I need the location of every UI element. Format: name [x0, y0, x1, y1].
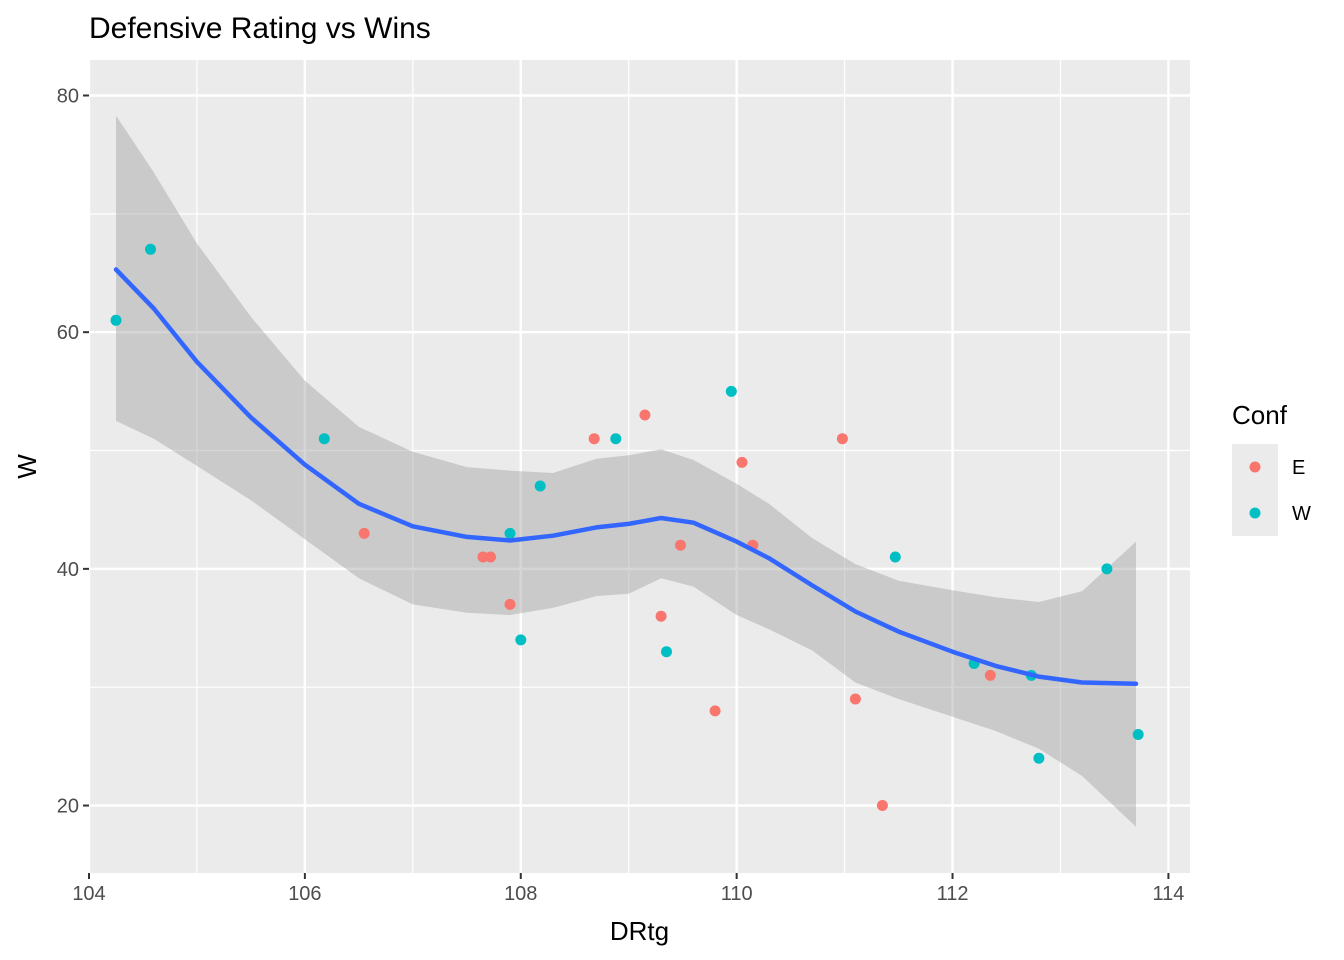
point-E [639, 409, 651, 421]
point-W [1132, 729, 1144, 740]
legend: Conf E W [1232, 400, 1311, 536]
smooth-layer [116, 115, 1136, 827]
legend-swatch-W [1249, 507, 1261, 519]
x-tick-label: 112 [937, 883, 969, 905]
legend-label-E: E [1292, 457, 1305, 479]
points-layer [110, 243, 1144, 811]
point-W [318, 433, 330, 445]
point-E [876, 800, 888, 811]
y-axis-title: W [12, 454, 42, 479]
y-tick-label: 60 [57, 322, 79, 344]
legend-title: Conf [1232, 400, 1288, 430]
point-E [504, 598, 516, 610]
axes-layer: 104 106 108 110 112 114 20 40 60 80 [57, 86, 1185, 905]
point-E [836, 433, 848, 445]
legend-swatch-E [1249, 461, 1261, 473]
point-W [515, 634, 527, 646]
legend-label-W: W [1292, 503, 1311, 525]
chart-title: Defensive Rating vs Wins [89, 12, 431, 45]
smooth-line [113, 267, 1139, 686]
point-W [534, 480, 546, 492]
y-tick-label: 20 [57, 796, 79, 818]
point-E [358, 527, 370, 539]
x-tick-label: 114 [1152, 883, 1184, 905]
point-E [655, 610, 667, 622]
smooth-line-layer [113, 267, 1139, 686]
point-W [610, 433, 622, 445]
x-axis-title: DRtg [610, 916, 669, 946]
point-W [110, 314, 122, 326]
point-W [725, 385, 737, 397]
x-tick-label: 110 [721, 883, 753, 905]
point-E [675, 539, 686, 551]
point-W [504, 527, 516, 539]
point-W [889, 551, 901, 563]
point-E [984, 669, 996, 681]
y-tick-label: 80 [57, 86, 79, 108]
point-W [661, 646, 672, 658]
x-tick-label: 108 [504, 883, 537, 905]
point-E [736, 456, 748, 468]
confidence-band [116, 115, 1136, 827]
point-E [485, 551, 496, 563]
point-W [1101, 563, 1113, 575]
y-tick-label: 40 [57, 559, 79, 581]
grid-minor [89, 60, 1190, 873]
point-E [588, 433, 600, 445]
point-E [849, 693, 861, 705]
point-E [709, 705, 721, 717]
x-tick-label: 106 [288, 883, 321, 905]
plot-panel [89, 60, 1190, 873]
point-W [145, 243, 156, 255]
point-W [1033, 752, 1045, 764]
x-tick-label: 104 [72, 883, 105, 905]
